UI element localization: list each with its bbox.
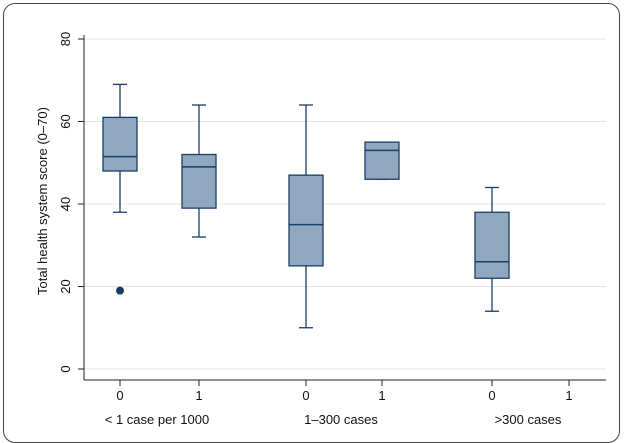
axis-labels: Total health system score (0–70) 0 20 40 60…	[35, 32, 573, 427]
boxes	[102, 83, 510, 329]
box-0-1	[181, 104, 217, 238]
y-axis-label: Total health system score (0–70)	[35, 107, 50, 295]
group-label: 1–300 cases	[304, 412, 378, 427]
box-1-1	[364, 141, 400, 180]
y-tick-label: 80	[58, 32, 73, 46]
y-tick-label: 0	[58, 365, 73, 372]
x-tick-label: 1	[378, 388, 385, 403]
axes	[78, 35, 606, 386]
group-label: >300 cases	[495, 412, 562, 427]
box-plot-chart: Total health system score (0–70) 0 20 40 60…	[35, 32, 606, 427]
grid-lines	[84, 38, 606, 370]
box-iqr	[288, 174, 324, 267]
y-tick-label: 20	[58, 279, 73, 293]
box-0-0	[102, 83, 138, 295]
y-tick-label: 40	[58, 197, 73, 211]
x-tick-label: 1	[565, 388, 572, 403]
box-iqr	[102, 116, 138, 172]
x-tick-label: 1	[195, 388, 202, 403]
box-iqr	[474, 211, 510, 279]
box-iqr	[364, 141, 400, 180]
x-tick-label: 0	[116, 388, 123, 403]
group-label: < 1 case per 1000	[105, 412, 209, 427]
x-tick-label: 0	[302, 388, 309, 403]
box-1-0	[288, 104, 324, 329]
y-tick-label: 60	[58, 114, 73, 128]
x-tick-label: 0	[488, 388, 495, 403]
box-iqr	[181, 153, 217, 209]
box-2-0	[474, 186, 510, 312]
outlier-point	[116, 286, 124, 295]
